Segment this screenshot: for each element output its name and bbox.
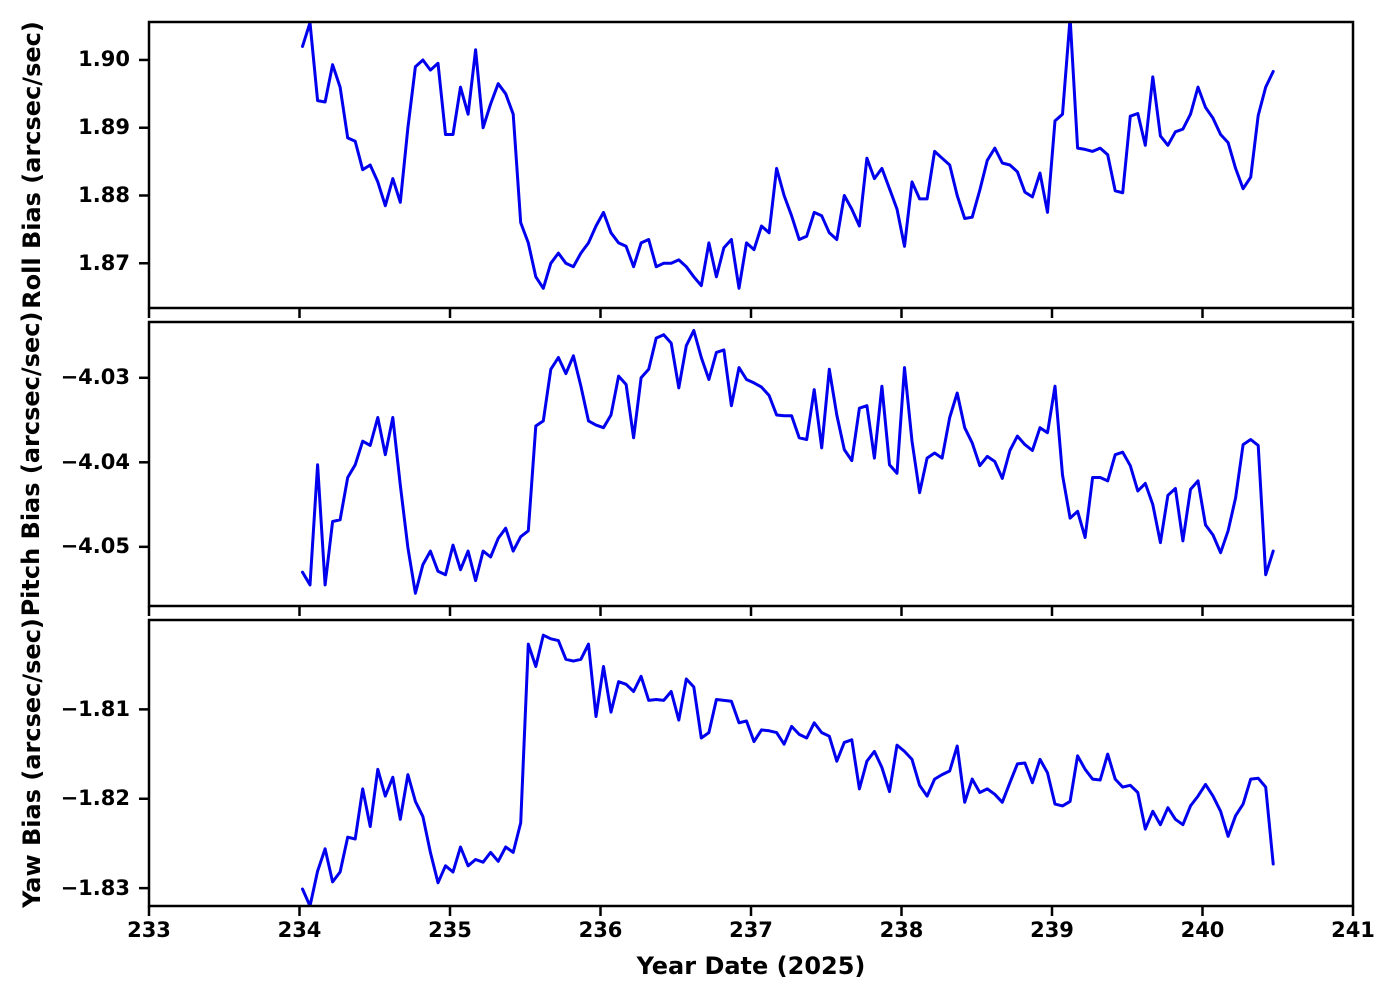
panel-roll-bias-spines <box>147 20 1355 310</box>
x-axis-title: Year Date (2025) <box>636 952 866 980</box>
x-tick-label: 239 <box>1030 918 1074 942</box>
y-tick-label: −4.04 <box>60 449 130 474</box>
y-tick-label: −4.05 <box>60 534 130 559</box>
yaw-bias-line <box>301 633 1275 906</box>
x-tick-label: 238 <box>879 918 924 942</box>
x-tick-label: 233 <box>127 918 171 942</box>
y-tick-label: 1.88 <box>78 182 130 207</box>
y-tick-label: −1.82 <box>60 786 130 811</box>
y-tick-label: −4.03 <box>60 365 130 390</box>
roll-bias-line <box>301 22 1275 290</box>
y-tick-label: 1.87 <box>78 250 130 275</box>
x-tick-label: 235 <box>428 918 472 942</box>
x-tick-label: 241 <box>1331 918 1375 942</box>
pitch-bias-line <box>301 329 1275 595</box>
y-tick-label: 1.90 <box>78 47 130 72</box>
y-tick-label: 1.89 <box>78 115 130 140</box>
panel-pitch-bias-spines <box>147 320 1355 608</box>
y-tick-label: −1.83 <box>60 875 130 900</box>
x-tick-label: 236 <box>578 918 623 942</box>
y-tick-label: −1.81 <box>60 696 130 721</box>
x-tick-label: 240 <box>1180 918 1225 942</box>
x-tick-label: 234 <box>277 918 322 942</box>
x-tick-label: 237 <box>729 918 773 942</box>
yaw-bias-axis-title: Yaw Bias (arcsec/sec) <box>18 618 46 908</box>
